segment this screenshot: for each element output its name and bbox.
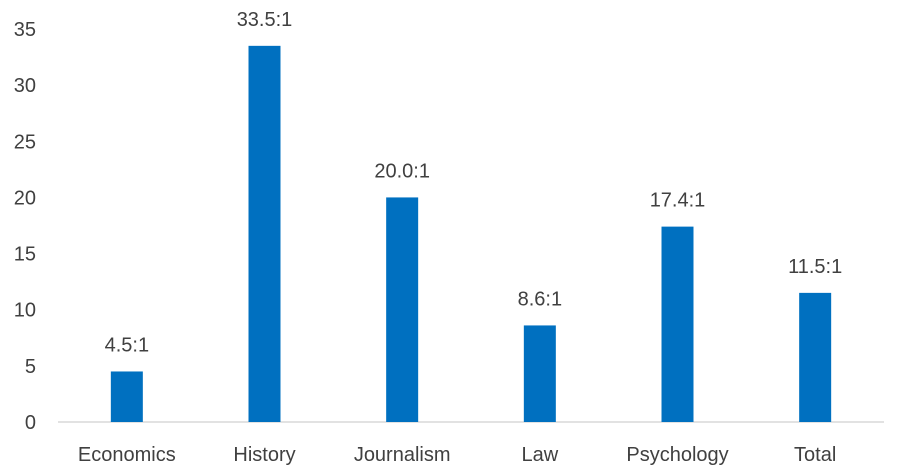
bar-psychology xyxy=(661,226,694,422)
y-axis-ticks: 0 5 10 15 20 25 30 35 xyxy=(14,19,36,434)
y-tick-label: 25 xyxy=(14,131,36,153)
x-category-label: History xyxy=(233,444,295,466)
y-tick-label: 20 xyxy=(14,187,36,209)
category-labels-group: Economics History Journalism Law Psychology T… xyxy=(78,444,836,466)
y-tick-label: 5 xyxy=(25,356,36,378)
x-category-label: Total xyxy=(794,444,836,466)
bar-law xyxy=(523,325,556,422)
bar-economics xyxy=(110,371,143,422)
bar-total xyxy=(799,292,832,422)
y-tick-label: 30 xyxy=(14,75,36,97)
x-category-label: Journalism xyxy=(354,444,451,466)
y-tick-label: 35 xyxy=(14,19,36,41)
data-labels-group: 4.5:1 33.5:1 20.0:1 8.6:1 17.4:1 11.5:1 xyxy=(105,9,843,357)
data-label: 17.4:1 xyxy=(650,190,706,212)
bars-group xyxy=(110,45,832,422)
x-category-label: Psychology xyxy=(626,444,728,466)
x-category-label: Economics xyxy=(78,444,176,466)
y-tick-label: 15 xyxy=(14,244,36,266)
y-tick-label: 10 xyxy=(14,300,36,322)
data-label: 11.5:1 xyxy=(788,256,842,278)
bar-journalism xyxy=(386,197,419,422)
data-label: 8.6:1 xyxy=(518,288,562,310)
data-label: 33.5:1 xyxy=(237,9,293,31)
y-tick-label: 0 xyxy=(25,412,36,434)
x-category-label: Law xyxy=(521,444,558,466)
data-label: 20.0:1 xyxy=(374,160,430,182)
data-label: 4.5:1 xyxy=(105,334,149,356)
bar-history xyxy=(248,45,281,422)
